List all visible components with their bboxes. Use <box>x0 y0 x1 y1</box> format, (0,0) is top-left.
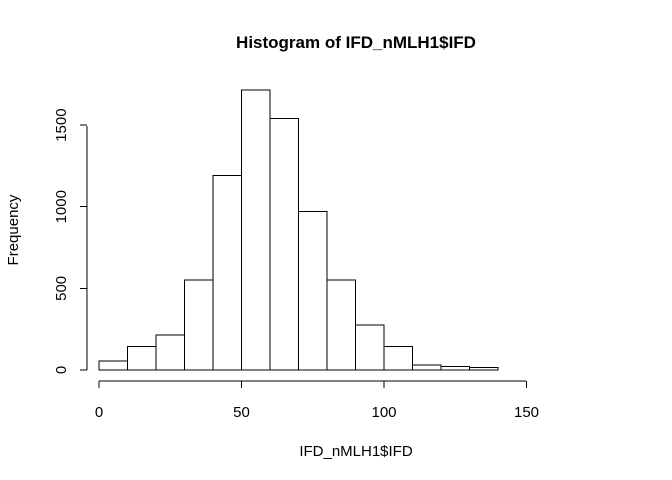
x-tick-label: 0 <box>95 404 103 421</box>
histogram-bar <box>356 325 385 370</box>
histogram-bar <box>270 119 299 370</box>
histogram-bar <box>156 335 185 370</box>
y-tick-label: 1500 <box>53 108 70 141</box>
x-tick-label: 50 <box>233 404 250 421</box>
y-tick-label: 0 <box>53 366 70 374</box>
histogram-bar <box>470 368 499 370</box>
bars-group <box>99 90 498 370</box>
histogram-bar <box>384 346 413 370</box>
histogram-bar <box>299 212 328 370</box>
y-axis-label: Frequency <box>5 194 22 265</box>
x-tick-label: 100 <box>371 404 396 421</box>
y-ticks-group: 0 500 1000 1500 <box>53 108 87 374</box>
y-tick-label: 500 <box>53 276 70 301</box>
histogram-bar <box>128 346 157 370</box>
histogram-bar <box>441 367 470 370</box>
chart-title: Histogram of IFD_nMLH1$IFD <box>236 33 476 52</box>
histogram-bar <box>327 280 356 370</box>
histogram-bar <box>213 176 242 370</box>
histogram-bar <box>99 361 128 370</box>
x-ticks-group: 0 50 100 150 <box>95 381 539 421</box>
histogram-bar <box>185 280 214 370</box>
x-axis-label: IFD_nMLH1$IFD <box>299 443 413 460</box>
y-tick-label: 1000 <box>53 190 70 223</box>
histogram-bar <box>413 365 442 370</box>
histogram-bar <box>242 90 271 370</box>
x-tick-label: 150 <box>514 404 539 421</box>
